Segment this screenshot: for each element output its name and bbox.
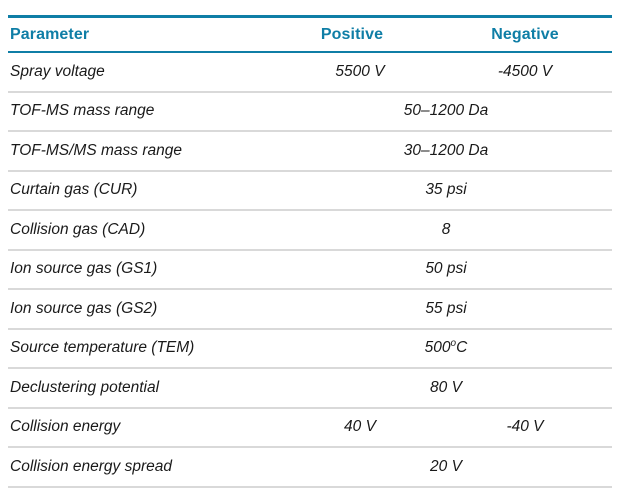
parameter-value-shared: 50–1200 Da (403, 102, 489, 120)
parameter-name: TOF-MS/MS mass range (10, 141, 182, 159)
parameter-name: Collision gas (CAD) (10, 220, 146, 238)
table-row: Ion source gas (GS1) 50 psi (8, 251, 612, 290)
parameter-name: Declustering potential (10, 378, 160, 396)
parameter-value-positive: 40 V (344, 418, 376, 436)
header-divider (8, 51, 612, 53)
table-row: Curtain gas (CUR) 35 psi (8, 172, 612, 211)
table-row: Collision gas (CAD) 8 (8, 211, 612, 251)
parameter-name: Spray voltage (10, 62, 105, 80)
table-top-border (8, 15, 612, 18)
parameter-value-shared: 80 V (430, 378, 462, 396)
table-row: Declustering potential 80 V (8, 369, 612, 409)
parameter-value-shared: 20 V (430, 457, 462, 475)
parameter-name: Source temperature (TEM) (10, 339, 195, 357)
parameter-value-shared: 8 (441, 220, 451, 238)
parameter-name: Collision energy spread (10, 457, 172, 475)
parameter-value-shared: 500oC (424, 338, 468, 357)
parameter-value-negative: -4500 V (497, 62, 553, 80)
parameter-value-negative: -40 V (506, 418, 544, 436)
parameter-name: TOF-MS mass range (10, 102, 155, 120)
table-row: Collision energy 40 V -40 V (8, 409, 612, 448)
table-row: TOF-MS mass range 50–1200 Da (8, 93, 612, 132)
parameter-value-positive: 5500 V (335, 62, 385, 80)
column-header-positive: Positive (320, 25, 384, 43)
column-header-parameter: Parameter (10, 25, 90, 43)
table-row: Source temperature (TEM) 500oC (8, 330, 612, 369)
parameter-name: Collision energy (10, 418, 121, 436)
parameter-name: Ion source gas (GS1) (10, 260, 158, 278)
ms-parameters-table: Parameter Positive Negative Spray voltag… (8, 15, 612, 488)
column-header-negative: Negative (491, 25, 559, 43)
value-superscript: o (450, 338, 457, 350)
parameter-value-shared: 30–1200 Da (403, 141, 489, 159)
parameter-value-shared: 55 psi (425, 299, 467, 317)
parameter-value-shared: 50 psi (425, 260, 467, 278)
table-row: Collision energy spread 20 V (8, 448, 612, 488)
parameter-name: Curtain gas (CUR) (10, 181, 138, 199)
table-header-row: Parameter Positive Negative (8, 18, 612, 51)
table-body: Spray voltage 5500 V -4500 V TOF-MS mass ra… (8, 53, 612, 488)
table-row: Spray voltage 5500 V -4500 V (8, 53, 612, 93)
parameter-name: Ion source gas (GS2) (10, 299, 158, 317)
table-row: TOF-MS/MS mass range 30–1200 Da (8, 132, 612, 172)
table-row: Ion source gas (GS2) 55 psi (8, 290, 612, 330)
parameter-value-shared: 35 psi (425, 181, 467, 199)
